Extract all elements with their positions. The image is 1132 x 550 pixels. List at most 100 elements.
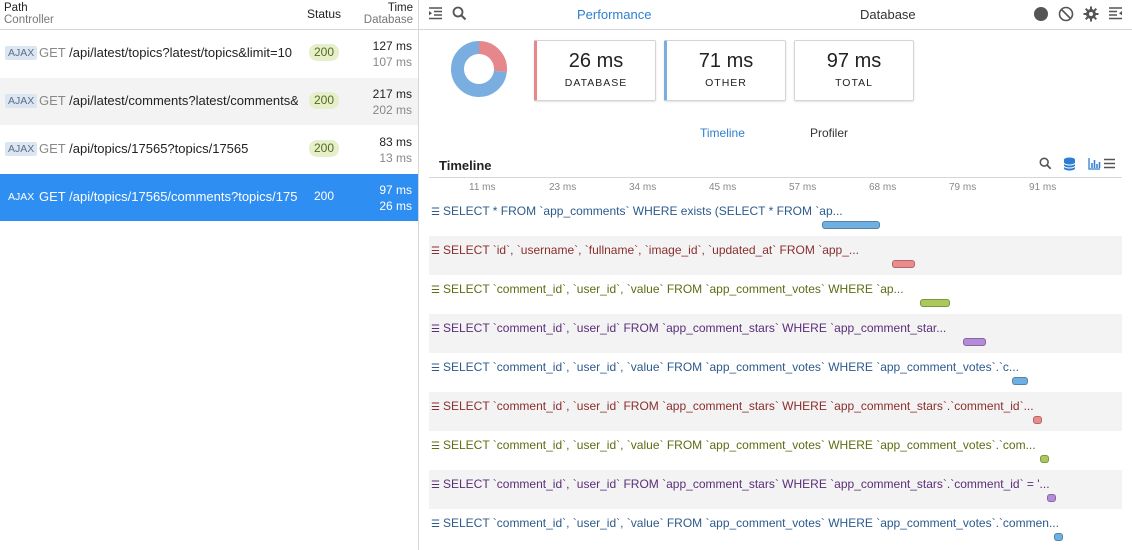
query-duration-bar[interactable] [920,299,951,307]
request-url: /api/topics/17565/comments?topics/17565/… [69,189,298,204]
query-sql: ☰ SELECT `comment_id`, `user_id`, `value`… [431,516,1071,530]
request-row[interactable]: AJAX GET /api/latest/comments?latest/com… [0,78,418,126]
ajax-tag: AJAX [5,142,38,156]
query-sql-text: SELECT `comment_id`, `user_id` FROM `app… [442,399,1034,413]
database-header-label: Database [363,14,413,26]
timeline-query-row[interactable]: ☰ SELECT `comment_id`, `user_id`, `value`… [429,509,1122,548]
request-time: 127 ms [372,39,412,53]
timeline-query-row[interactable]: ☰ SELECT `comment_id`, `user_id`, `value`… [429,275,1122,314]
request-row-selected[interactable]: AJAX GET /api/topics/17565/comments?topi… [0,174,418,222]
request-db-time: 13 ms [379,151,412,165]
timeline-query-row[interactable]: ☰ SELECT `comment_id`, `user_id` FROM `ap… [429,470,1122,509]
request-rows: AJAX GET /api/latest/topics?latest/topic… [0,30,418,222]
donut-segment-other [451,41,507,97]
total-time-value: 97 ms [826,50,882,72]
bar-chart-icon[interactable] [1088,157,1101,173]
other-time-value: 71 ms [698,50,754,72]
list-view-icon[interactable] [1103,157,1116,173]
tab-database[interactable]: Database [860,7,916,22]
database-icon: ☰ [431,324,440,335]
status-badge: 200 [314,189,335,203]
other-time-label: OTHER [705,77,747,89]
query-duration-bar[interactable] [1040,455,1050,463]
query-sql-text: SELECT `id`, `username`, `fullname`, `im… [442,243,859,257]
clear-icon[interactable] [1058,6,1074,25]
query-duration-bar[interactable] [1047,494,1057,502]
total-time-card: 97 ms TOTAL [794,40,914,101]
query-duration-bar[interactable] [962,338,986,346]
request-db-time: 202 ms [372,103,412,117]
time-breakdown-donut-chart [451,41,507,97]
timeline-query-row[interactable]: ☰ SELECT `comment_id`, `user_id`, `value`… [429,353,1122,392]
ajax-tag: AJAX [5,94,38,108]
status-badge: 200 [309,140,340,157]
path-column-header[interactable]: Path Controller [4,2,54,26]
timeline-divider [429,177,1122,178]
request-path: GET /api/topics/17565/comments?topics/17… [39,189,298,204]
gear-icon[interactable] [1083,6,1099,25]
query-sql: ☰ SELECT `comment_id`, `user_id` FROM `ap… [431,399,1071,413]
query-duration-bar[interactable] [821,221,880,229]
status-column-header[interactable]: Status [307,7,342,21]
query-duration-bar[interactable] [1011,377,1028,385]
query-duration-bar[interactable] [1054,533,1064,541]
database-icon: ☰ [431,402,440,413]
request-method: GET [39,45,66,60]
total-time-label: TOTAL [835,77,873,89]
request-url: /api/latest/topics?latest/topics&limit=1… [69,45,293,60]
record-icon[interactable] [1033,6,1049,25]
timeline-query-row[interactable]: ☰ SELECT * FROM `app_comments` WHERE exis… [429,197,1122,236]
request-row[interactable]: AJAX GET /api/topics/17565?topics/17565 … [0,126,418,174]
database-time-value: 26 ms [568,50,624,72]
query-sql-text: SELECT `comment_id`, `user_id`, `value` … [442,282,904,296]
request-time: 83 ms [379,135,412,149]
query-sql-text: SELECT * FROM `app_comments` WHERE exist… [442,204,843,218]
query-sql-text: SELECT `comment_id`, `user_id`, `value` … [442,360,1019,374]
request-db-time: 107 ms [372,55,412,69]
timeline-query-row[interactable]: ☰ SELECT `comment_id`, `user_id`, `value`… [429,431,1122,470]
request-row[interactable]: AJAX GET /api/latest/topics?latest/topic… [0,30,418,78]
tab-timeline[interactable]: Timeline [700,126,745,140]
database-icon: ☰ [431,207,440,218]
tab-profiler[interactable]: Profiler [810,126,849,140]
timeline-tick-label: 45 ms [709,182,737,193]
details-toolbar: Performance Database [419,0,1132,30]
request-method: GET [39,93,66,108]
database-icon: ☰ [431,246,440,257]
database-time-label: DATABASE [564,77,628,89]
tab-performance[interactable]: Performance [577,7,652,22]
request-time: 97 ms [379,183,412,197]
timeline-query-row[interactable]: ☰ SELECT `comment_id`, `user_id` FROM `ap… [429,314,1122,353]
other-time-card: 71 ms OTHER [664,40,786,101]
request-path: GET /api/latest/comments?latest/comments… [39,93,298,108]
query-duration-bar[interactable] [892,260,916,268]
query-sql: ☰ SELECT `comment_id`, `user_id` FROM `ap… [431,477,1071,491]
database-icon: ☰ [431,519,440,530]
request-method: GET [39,189,66,204]
query-duration-bar[interactable] [1033,416,1043,424]
search-icon[interactable] [452,6,467,24]
timeline-tick-label: 34 ms [629,182,657,193]
controller-header-label: Controller [4,14,54,26]
database-filter-icon[interactable] [1063,157,1076,174]
database-icon: ☰ [431,480,440,491]
status-badge: 200 [309,92,340,109]
time-column-header[interactable]: Time Database [364,2,413,26]
toggle-details-icon[interactable] [1108,6,1123,24]
query-sql: ☰ SELECT `comment_id`, `user_id` FROM `ap… [431,321,1071,335]
timeline-query-row[interactable]: ☰ SELECT `id`, `username`, `fullname`, `i… [429,236,1122,275]
query-sql: ☰ SELECT * FROM `app_comments` WHERE exis… [431,204,1071,218]
query-sql-text: SELECT `comment_id`, `user_id` FROM `app… [442,321,947,335]
time-header-label: Time [387,2,413,14]
timeline-query-row[interactable]: ☰ SELECT `comment_id`, `user_id` FROM `ap… [429,392,1122,431]
details-panel: Performance Database 26 ms DATABASE 71 m… [419,0,1132,550]
request-url: /api/latest/comments?latest/comments&lim… [69,93,298,108]
request-time: 217 ms [372,87,412,101]
query-sql-text: SELECT `comment_id`, `user_id` FROM `app… [442,477,1050,491]
timeline-search-icon[interactable] [1039,157,1052,173]
collapse-sidebar-icon[interactable] [428,6,443,24]
timeline-tick-label: 79 ms [949,182,977,193]
ajax-tag: AJAX [8,191,35,203]
query-sql-text: SELECT `comment_id`, `user_id`, `value` … [442,516,1059,530]
query-sql-text: SELECT `comment_id`, `user_id`, `value` … [442,438,1036,452]
